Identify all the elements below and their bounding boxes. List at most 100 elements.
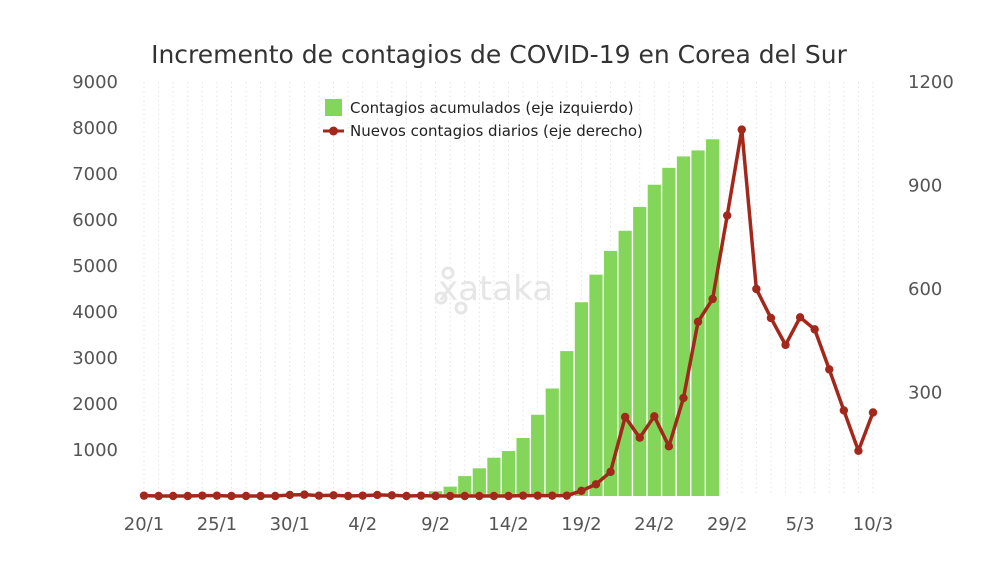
y-left-tick-label: 4000 [72, 302, 118, 323]
line-point [591, 480, 601, 489]
line-point [285, 490, 294, 500]
line-point [475, 491, 484, 501]
y-left-tick-label: 6000 [72, 210, 118, 231]
x-tick-label: 25/1 [197, 514, 237, 535]
bar [603, 250, 618, 496]
line-point [562, 491, 572, 500]
x-tick-label: 29/2 [707, 514, 747, 535]
legend-label-bars: Contagios acumulados (eje izquierdo) [350, 99, 634, 117]
line-point [402, 491, 411, 501]
line-point [533, 491, 542, 500]
bar [633, 206, 647, 496]
y-left-tick-label: 3000 [72, 348, 118, 369]
line-point [300, 490, 309, 499]
bar [501, 451, 516, 496]
line-point [227, 491, 236, 501]
line-point [489, 491, 499, 501]
line-point [723, 211, 732, 220]
line-point [868, 408, 878, 417]
y-left-tick-label: 8000 [72, 118, 118, 139]
line-point [766, 313, 776, 323]
x-axis: 20/1 25/1 30/1 4/2 9/2 14/2 19/2 24/2 29/2 5/3 10/… [124, 514, 893, 535]
line-point [373, 490, 382, 500]
chart-title: Incremento de contagios de COVID-19 en C… [151, 40, 847, 69]
y-left-tick-label: 2000 [72, 394, 118, 415]
watermark-logo: xataka [434, 266, 553, 315]
y-right-tick-label: 900 [908, 176, 942, 197]
line-point [504, 491, 513, 501]
line-point [664, 442, 674, 451]
bar [443, 486, 457, 496]
x-tick-label: 24/2 [634, 514, 674, 535]
line-point [825, 365, 834, 374]
y-left-tick-label: 7000 [72, 164, 118, 185]
bar [560, 351, 574, 496]
line-point [693, 317, 703, 326]
legend-swatch-bars [325, 99, 342, 116]
legend: Contagios acumulados (eje izquierdo) Nue… [323, 99, 643, 140]
line-point [168, 491, 178, 501]
line-point [256, 491, 265, 501]
watermark-text: xataka [438, 269, 553, 309]
line-point [795, 313, 805, 322]
line-point [548, 491, 557, 500]
line-point [620, 412, 630, 422]
line-point [387, 491, 397, 500]
y-right-tick-label: 600 [908, 279, 942, 300]
line-point [431, 491, 440, 501]
line-point [854, 446, 863, 456]
y-right-tick-label: 300 [908, 383, 942, 404]
bar [487, 457, 501, 496]
line-point [752, 284, 761, 294]
line-point [358, 491, 367, 500]
bar [458, 476, 472, 496]
line-series [139, 125, 878, 501]
legend-label-line: Nuevos contagios diarios (eje derecho) [350, 122, 643, 140]
line-point [810, 325, 819, 334]
y-axis-left: 1000 2000 3000 4000 5000 6000 7000 8000 9000 [72, 72, 118, 461]
bar [516, 437, 530, 496]
x-tick-label: 5/3 [786, 514, 815, 535]
bar-series [414, 139, 720, 497]
line-point [183, 491, 192, 501]
bar [618, 230, 632, 497]
bar [662, 167, 676, 496]
y-right-tick-label: 1200 [908, 72, 954, 93]
y-left-tick-label: 1000 [72, 440, 118, 461]
bar [472, 468, 486, 496]
x-tick-label: 10/3 [853, 514, 893, 535]
x-tick-label: 14/2 [488, 514, 528, 535]
bar [574, 302, 588, 496]
y-axis-right: 300 600 900 1200 [908, 72, 954, 404]
y-left-tick-label: 5000 [72, 256, 118, 277]
line-point [577, 486, 586, 496]
line-point [737, 125, 746, 134]
chart-gridlines [143, 82, 874, 496]
line-point [139, 491, 149, 500]
x-tick-label: 4/2 [348, 514, 377, 535]
line-point [271, 491, 280, 501]
bar [706, 139, 720, 496]
line-point [416, 491, 426, 500]
bar [676, 156, 691, 497]
x-tick-label: 19/2 [561, 514, 601, 535]
line-point [314, 491, 324, 500]
x-tick-label: 20/1 [124, 514, 164, 535]
line-point [241, 491, 251, 501]
x-tick-label: 30/1 [270, 514, 310, 535]
line-point [198, 491, 207, 500]
line-point [460, 491, 469, 501]
line-point [518, 491, 528, 500]
line-point [212, 491, 222, 500]
y-left-tick-label: 9000 [72, 72, 118, 93]
line-point [635, 433, 644, 442]
line-point [781, 340, 790, 350]
legend-swatch-line-marker [329, 126, 338, 136]
bar [647, 184, 661, 496]
bar [589, 274, 603, 496]
line-point [329, 491, 338, 500]
line-point [154, 491, 163, 501]
line-point [839, 406, 849, 415]
bar [531, 414, 545, 496]
